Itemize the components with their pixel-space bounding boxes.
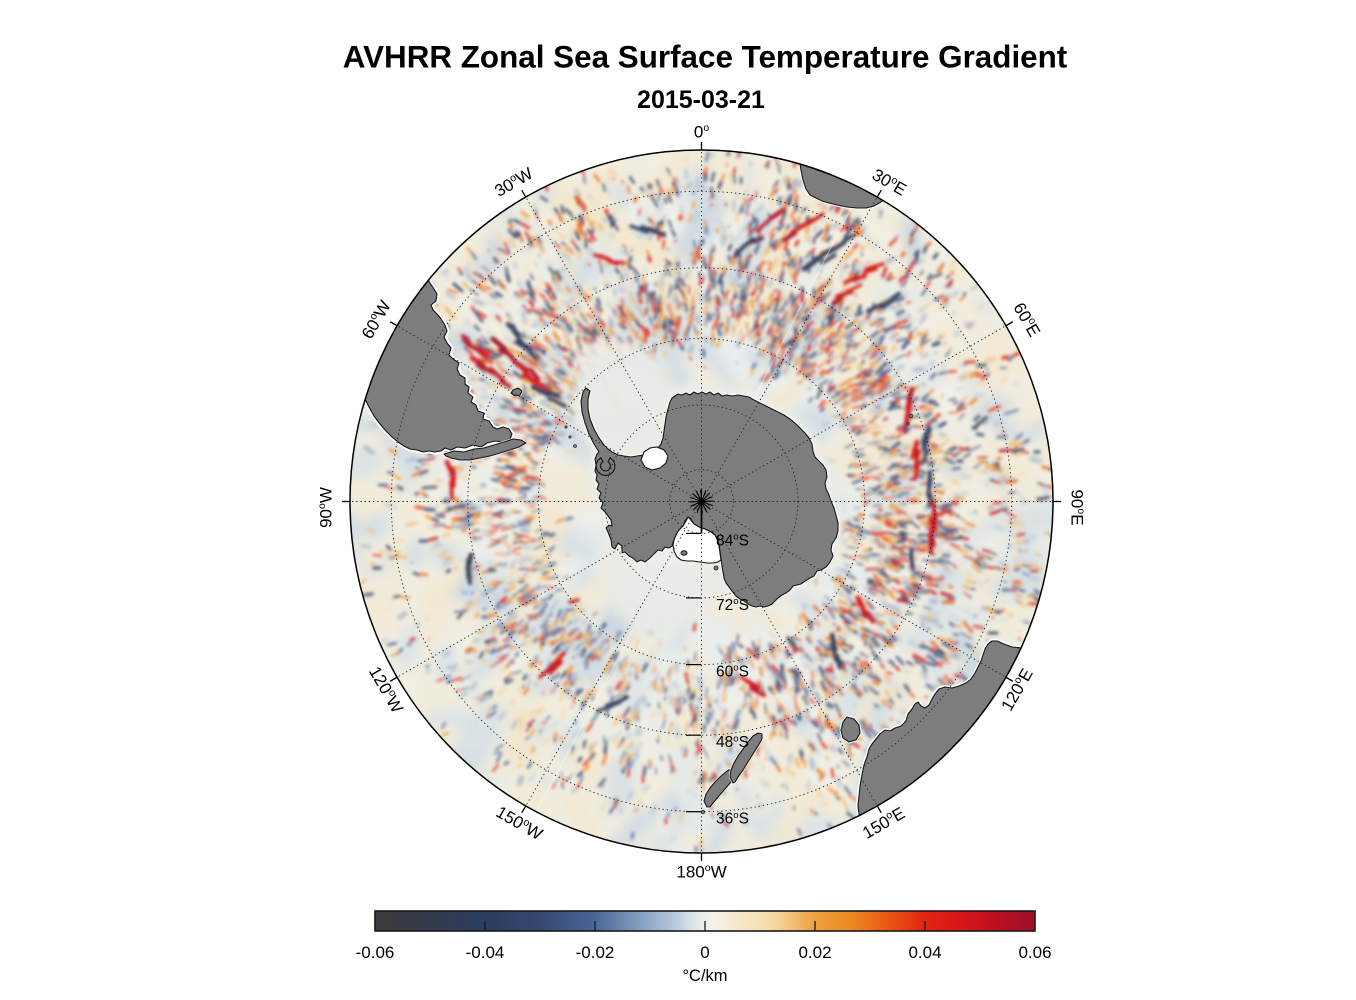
- svg-text:90oE: 90oE: [1068, 489, 1088, 525]
- svg-text:-0.06: -0.06: [356, 943, 395, 962]
- svg-text:-0.04: -0.04: [466, 943, 505, 962]
- svg-text:72oS: 72oS: [716, 596, 749, 614]
- svg-text:°C/km: °C/km: [682, 967, 727, 985]
- svg-text:36oS: 36oS: [716, 810, 749, 828]
- svg-text:0.06: 0.06: [1018, 943, 1051, 962]
- svg-text:-0.02: -0.02: [576, 943, 615, 962]
- svg-text:0.04: 0.04: [908, 943, 941, 962]
- svg-text:0: 0: [700, 943, 709, 962]
- svg-text:48oS: 48oS: [716, 733, 749, 751]
- svg-text:180oW: 180oW: [676, 862, 726, 882]
- svg-text:2015-03-21: 2015-03-21: [637, 86, 765, 114]
- svg-text:60oS: 60oS: [716, 663, 749, 681]
- svg-text:84oS: 84oS: [716, 532, 749, 550]
- svg-text:0.02: 0.02: [798, 943, 831, 962]
- svg-text:90oW: 90oW: [316, 487, 336, 528]
- svg-text:AVHRR Zonal Sea Surface Temper: AVHRR Zonal Sea Surface Temperature Grad…: [343, 40, 1068, 75]
